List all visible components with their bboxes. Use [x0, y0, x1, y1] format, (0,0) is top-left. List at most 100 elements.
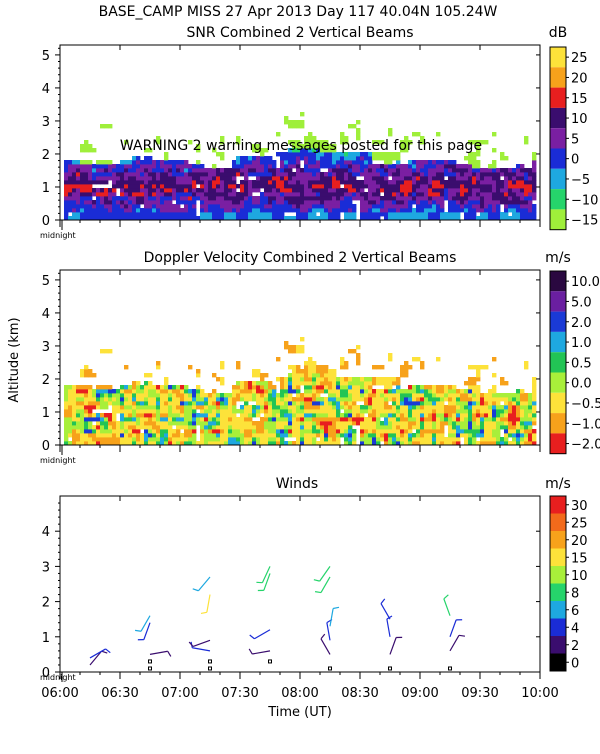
field-cell: [276, 172, 280, 176]
field-cell: [408, 164, 412, 168]
field-cell: [276, 421, 280, 425]
field-cell: [120, 196, 124, 200]
field-cell: [416, 212, 420, 216]
field-cell: [140, 188, 144, 192]
field-cell: [532, 413, 536, 417]
field-cell: [360, 208, 364, 212]
field-cell: [416, 180, 420, 184]
field-cell: [180, 212, 184, 216]
field-cell: [352, 389, 356, 393]
field-cell: [300, 184, 304, 188]
field-cell: [248, 168, 252, 172]
field-cell: [452, 413, 456, 417]
field-cell: [468, 160, 472, 164]
field-cell: [460, 433, 464, 437]
field-cell: [408, 433, 412, 437]
field-cell: [320, 417, 324, 421]
field-cell: [64, 393, 68, 397]
field-cell: [272, 405, 276, 409]
field-cell: [220, 425, 224, 429]
field-cell: [184, 393, 188, 397]
field-cell: [520, 204, 524, 208]
field-cell: [308, 361, 312, 365]
field-cell: [376, 409, 380, 413]
field-cell: [172, 421, 176, 425]
field-cell: [332, 180, 336, 184]
field-cell: [484, 393, 488, 397]
field-cell: [124, 417, 128, 421]
field-cell: [64, 196, 68, 200]
field-cell: [272, 200, 276, 204]
field-cell: [352, 385, 356, 389]
field-cell: [176, 172, 180, 176]
field-cell: [328, 164, 332, 168]
field-cell: [344, 421, 348, 425]
field-cell: [88, 373, 92, 377]
field-cell: [268, 200, 272, 204]
field-cell: [292, 425, 296, 429]
field-cell: [340, 156, 344, 160]
field-cell: [260, 164, 264, 168]
field-cell: [196, 196, 200, 200]
field-cell: [184, 188, 188, 192]
field-cell: [232, 164, 236, 168]
field-cell: [476, 385, 480, 389]
field-cell: [308, 401, 312, 405]
field-cell: [440, 176, 444, 180]
field-cell: [384, 413, 388, 417]
field-cell: [424, 192, 428, 196]
field-cell: [104, 433, 108, 437]
field-cell: [204, 429, 208, 433]
field-cell: [320, 369, 324, 373]
field-cell: [164, 389, 168, 393]
field-cell: [276, 405, 280, 409]
field-cell: [280, 168, 284, 172]
field-cell: [308, 433, 312, 437]
field-cell: [412, 200, 416, 204]
field-cell: [432, 180, 436, 184]
field-cell: [444, 385, 448, 389]
field-cell: [164, 401, 168, 405]
field-cell: [340, 204, 344, 208]
field-cell: [112, 168, 116, 172]
field-cell: [224, 200, 228, 204]
field-cell: [520, 176, 524, 180]
field-cell: [108, 212, 112, 216]
field-cell: [328, 188, 332, 192]
field-cell: [92, 208, 96, 212]
field-cell: [328, 156, 332, 160]
field-cell: [388, 172, 392, 176]
field-cell: [316, 381, 320, 385]
field-cell: [156, 401, 160, 405]
field-cell: [384, 208, 388, 212]
field-cell: [524, 421, 528, 425]
field-cell: [308, 212, 312, 216]
field-cell: [432, 176, 436, 180]
field-cell: [172, 172, 176, 176]
field-cell: [156, 365, 160, 369]
field-cell: [332, 417, 336, 421]
field-cell: [300, 401, 304, 405]
field-cell: [208, 192, 212, 196]
field-cell: [528, 168, 532, 172]
field-cell: [104, 180, 108, 184]
field-cell: [296, 405, 300, 409]
field-cell: [448, 164, 452, 168]
field-cell: [328, 405, 332, 409]
field-cell: [468, 397, 472, 401]
field-cell: [116, 212, 120, 216]
field-cell: [460, 429, 464, 433]
field-cell: [340, 429, 344, 433]
field-cell: [432, 393, 436, 397]
field-cell: [344, 180, 348, 184]
field-cell: [452, 401, 456, 405]
field-cell: [492, 437, 496, 441]
field-cell: [476, 365, 480, 369]
field-cell: [476, 409, 480, 413]
field-cell: [352, 401, 356, 405]
field-cell: [380, 377, 384, 381]
field-cell: [140, 164, 144, 168]
field-cell: [368, 188, 372, 192]
field-cell: [204, 192, 208, 196]
field-cell: [236, 393, 240, 397]
